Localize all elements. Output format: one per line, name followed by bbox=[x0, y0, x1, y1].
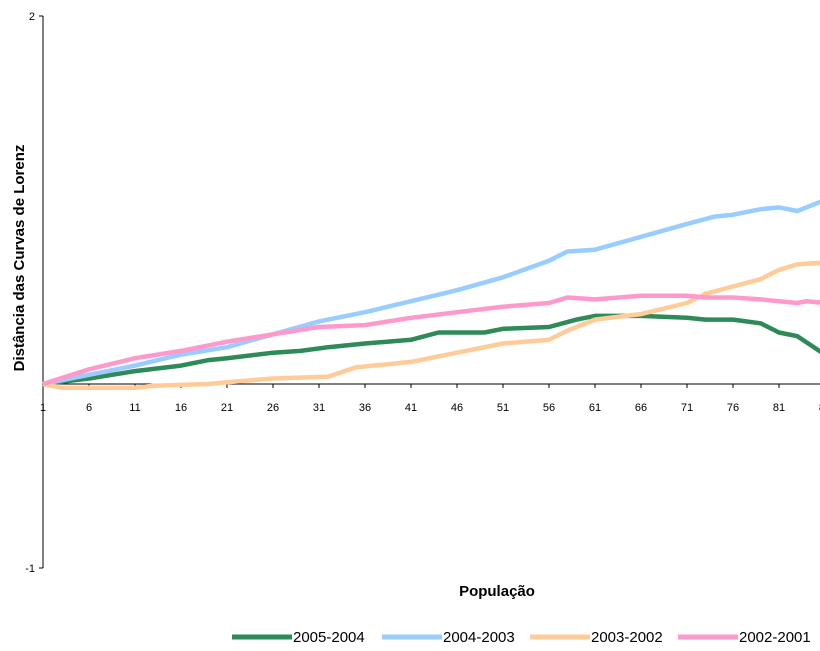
x-tick-label: 61 bbox=[589, 402, 601, 414]
x-tick-label: 16 bbox=[175, 402, 187, 414]
x-tick-label: 51 bbox=[497, 402, 509, 414]
x-tick-label: 36 bbox=[359, 402, 371, 414]
x-tick-label: 56 bbox=[543, 402, 555, 414]
x-tick-label: 66 bbox=[635, 402, 647, 414]
legend-label: 2004-2003 bbox=[443, 629, 515, 646]
x-tick-label: 41 bbox=[405, 402, 417, 414]
series-line-2002-2001 bbox=[43, 296, 820, 384]
y-tick-label: 2 bbox=[29, 11, 35, 23]
x-tick-label: 6 bbox=[86, 402, 92, 414]
x-tick-label: 1 bbox=[40, 402, 46, 414]
legend-label: 2003-2002 bbox=[591, 629, 663, 646]
y-tick-label: -1 bbox=[25, 563, 35, 575]
x-tick-label: 76 bbox=[727, 402, 739, 414]
legend-label: 2005-2004 bbox=[293, 629, 365, 646]
series-line-2005-2004 bbox=[43, 316, 820, 384]
x-tick-label: 21 bbox=[221, 402, 233, 414]
x-tick-label: 81 bbox=[773, 402, 785, 414]
x-axis-title: População bbox=[459, 583, 535, 600]
x-tick-label: 71 bbox=[681, 402, 693, 414]
x-tick-label: 26 bbox=[267, 402, 279, 414]
x-tick-label: 31 bbox=[313, 402, 325, 414]
x-tick-label: 11 bbox=[129, 402, 140, 414]
legend-label: 2002-2001 bbox=[739, 629, 811, 646]
y-axis-title: Distância das Curvas de Lorenz bbox=[11, 145, 28, 372]
x-tick-label: 46 bbox=[451, 402, 463, 414]
